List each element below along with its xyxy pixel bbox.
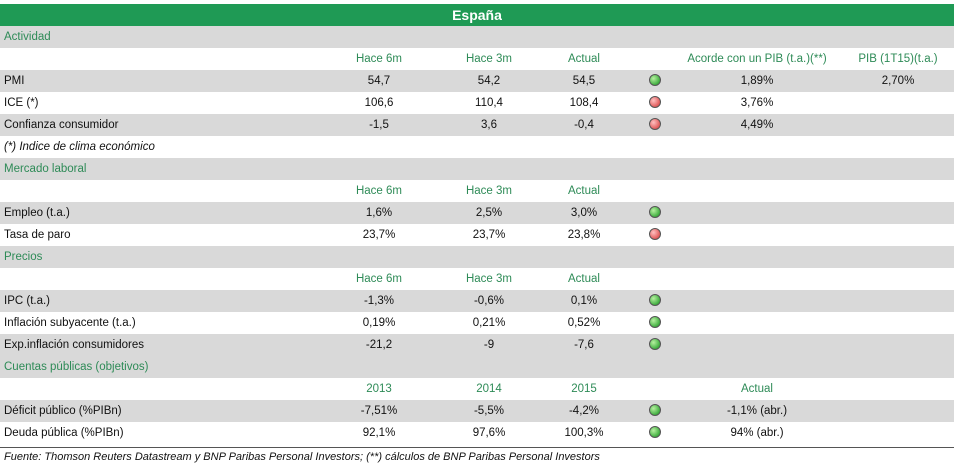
value-hace-6m: -1,5	[369, 119, 389, 131]
header-row-actividad: Hace 6m Hace 3m Actual Acorde con un PIB…	[0, 48, 954, 70]
header-2013: 2013	[366, 383, 392, 395]
header-hace-6m: Hace 6m	[355, 273, 403, 285]
header-actual: Actual	[568, 273, 600, 285]
row-label: Deuda pública (%PIBn)	[4, 427, 124, 439]
section-label: Actividad	[4, 31, 51, 43]
green-status-icon	[649, 206, 661, 218]
header-actual: Actual	[568, 53, 600, 65]
value-actual: -0,4	[574, 119, 594, 131]
table-row: Tasa de paro 23,7% 23,7% 23,8%	[0, 224, 954, 246]
value-actual: 23,8%	[567, 229, 601, 241]
header-hace-3m: Hace 3m	[465, 273, 513, 285]
header-hace-6m: Hace 6m	[355, 185, 403, 197]
value-actual: 108,4	[569, 97, 599, 109]
value-2015: 100,3%	[564, 427, 604, 439]
value-pib-1t15: 2,70%	[881, 75, 915, 87]
header-hace-6m: Hace 6m	[355, 53, 403, 65]
header-hace-3m: Hace 3m	[465, 185, 513, 197]
header-actual: Actual	[741, 383, 773, 395]
value-actual: 3,0%	[570, 207, 598, 219]
green-status-icon	[649, 404, 661, 416]
header-acorde-pib: Acorde con un PIB (t.a.)(**)	[687, 53, 827, 65]
value-hace-3m: 23,7%	[472, 229, 506, 241]
section-laboral: Mercado laboral	[0, 158, 954, 180]
section-label: Precios	[4, 251, 43, 263]
green-status-icon	[649, 338, 661, 350]
header-hace-3m: Hace 3m	[465, 53, 513, 65]
value-hace-6m: 106,6	[364, 97, 394, 109]
row-label: Tasa de paro	[4, 229, 71, 241]
value-actual: 54,5	[572, 75, 596, 87]
table-row: PMI 54,7 54,2 54,5 1,89% 2,70%	[0, 70, 954, 92]
header-row-laboral: Hace 6m Hace 3m Actual	[0, 180, 954, 202]
row-label: PMI	[4, 75, 25, 87]
table-row: Déficit público (%PIBn) -7,51% -5,5% -4,…	[0, 400, 954, 422]
source-footnote: Fuente: Thomson Reuters Datastream y BNP…	[4, 451, 600, 463]
value-2014: -5,5%	[473, 405, 505, 417]
table-row: ICE (*) 106,6 110,4 108,4 3,76%	[0, 92, 954, 114]
value-hace-6m: -21,2	[365, 339, 393, 351]
value-hace-3m: 110,4	[475, 97, 503, 109]
section-precios: Precios	[0, 246, 954, 268]
value-acorde-pib: 1,89%	[740, 75, 774, 87]
table-row: IPC (t.a.) -1,3% -0,6% 0,1%	[0, 290, 954, 312]
value-hace-3m: -0,6%	[473, 295, 505, 307]
section-label: Cuentas públicas (objetivos)	[4, 361, 149, 373]
value-actual: -7,6	[574, 339, 594, 351]
value-actual: 0,52%	[567, 317, 601, 329]
value-hace-6m: -1,3%	[363, 295, 395, 307]
footnote-ice: (*) Indice de clima económico	[4, 141, 155, 153]
note-row: (*) Indice de clima económico	[0, 136, 954, 158]
row-label: Déficit público (%PIBn)	[4, 405, 122, 417]
value-hace-6m: 0,19%	[362, 317, 396, 329]
value-hace-3m: 3,6	[481, 119, 497, 131]
value-actual: 0,1%	[570, 295, 598, 307]
table-row: Inflación subyacente (t.a.) 0,19% 0,21% …	[0, 312, 954, 334]
row-label: Inflación subyacente (t.a.)	[4, 317, 136, 329]
table-title: España	[0, 4, 954, 26]
header-actual: Actual	[568, 185, 600, 197]
row-label: IPC (t.a.)	[4, 295, 51, 307]
row-label: Exp.inflación consumidores	[4, 339, 144, 351]
green-status-icon	[649, 426, 661, 438]
section-actividad: Actividad	[0, 26, 954, 48]
value-hace-3m: -9	[483, 339, 495, 351]
value-acorde-pib: 4,49%	[740, 119, 774, 131]
table-row: Confianza consumidor -1,5 3,6 -0,4 4,49%	[0, 114, 954, 136]
value-acorde-pib: 3,76%	[740, 97, 774, 109]
section-cuentas: Cuentas públicas (objetivos)	[0, 356, 954, 378]
header-2014: 2014	[476, 383, 502, 395]
value-hace-3m: 0,21%	[472, 317, 506, 329]
value-actual: -1,1% (abr.)	[726, 405, 788, 417]
table-row: Empleo (t.a.) 1,6% 2,5% 3,0%	[0, 202, 954, 224]
header-row-cuentas: 2013 2014 2015 Actual	[0, 378, 954, 400]
value-hace-6m: 54,7	[367, 75, 391, 87]
value-2015: -4,2%	[568, 405, 600, 417]
green-status-icon	[649, 294, 661, 306]
section-label: Mercado laboral	[4, 163, 87, 175]
green-status-icon	[649, 316, 661, 328]
value-hace-3m: 54,2	[477, 75, 501, 87]
red-status-icon	[649, 228, 661, 240]
header-pib-1t15: PIB (1T15)(t.a.)	[858, 53, 938, 65]
red-status-icon	[649, 96, 661, 108]
value-hace-3m: 2,5%	[475, 207, 503, 219]
value-hace-6m: 1,6%	[365, 207, 393, 219]
row-label: Empleo (t.a.)	[4, 207, 70, 219]
header-row-precios: Hace 6m Hace 3m Actual	[0, 268, 954, 290]
value-2013: 92,1%	[362, 427, 396, 439]
table-row: Deuda pública (%PIBn) 92,1% 97,6% 100,3%…	[0, 422, 954, 444]
row-label: Confianza consumidor	[4, 119, 119, 131]
green-status-icon	[649, 74, 661, 86]
footer-divider	[0, 447, 954, 448]
header-2015: 2015	[571, 383, 597, 395]
red-status-icon	[649, 118, 661, 130]
value-2013: -7,51%	[360, 405, 398, 417]
value-hace-6m: 23,7%	[362, 229, 396, 241]
value-actual: 94% (abr.)	[730, 427, 784, 439]
table-row: Exp.inflación consumidores -21,2 -9 -7,6	[0, 334, 954, 356]
row-label: ICE (*)	[4, 97, 39, 109]
value-2014: 97,6%	[472, 427, 506, 439]
